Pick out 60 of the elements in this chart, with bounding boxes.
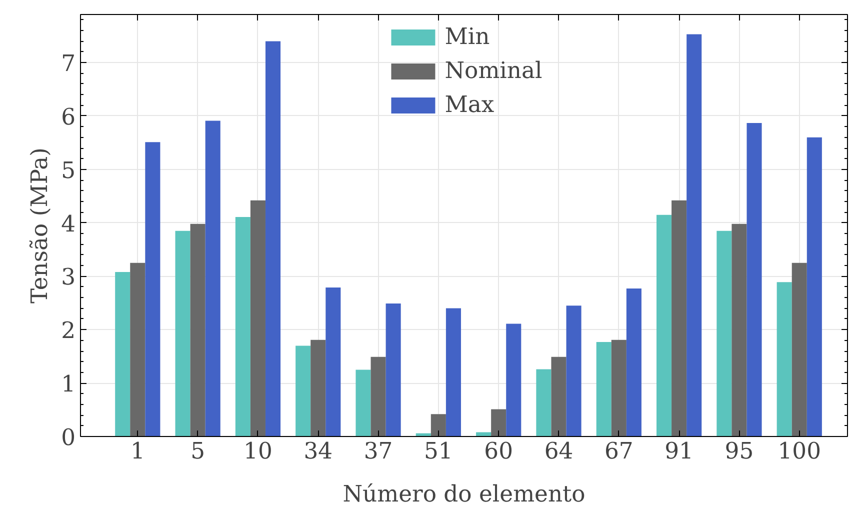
bar: [806, 137, 822, 436]
bar: [566, 306, 582, 436]
bar: [190, 224, 206, 436]
bar: [732, 224, 747, 436]
bar: [175, 230, 190, 436]
x-tick-label: 34: [304, 438, 333, 464]
x-tick-label: 5: [190, 438, 206, 464]
bar: [626, 288, 642, 436]
bar: [506, 324, 522, 436]
x-tick-label: 67: [604, 438, 634, 464]
y-tick-label: 3: [61, 264, 76, 291]
x-axis-title: Número do elemento: [342, 482, 586, 508]
x-tick-label: 10: [244, 438, 272, 464]
bar: [265, 41, 281, 436]
bar: [115, 272, 130, 436]
bar: [686, 34, 702, 436]
bar: [386, 303, 401, 436]
bar: [145, 142, 160, 436]
bar: [130, 262, 146, 436]
x-tick-label: 100: [778, 438, 822, 464]
y-axis-title: Tensão (MPa): [27, 148, 54, 304]
x-tick-label: 95: [724, 438, 754, 464]
bar: [536, 369, 552, 436]
bar: [746, 122, 762, 436]
x-tick-label: 51: [424, 438, 453, 464]
y-tick-label: 2: [61, 318, 76, 344]
legend-label: Max: [444, 92, 494, 118]
x-tick-label: 64: [544, 438, 574, 464]
bar: [792, 262, 807, 436]
y-tick-label: 4: [61, 211, 76, 238]
y-tick-label: 0: [61, 425, 76, 451]
x-tick-label: 1: [130, 438, 145, 464]
bar: [476, 432, 492, 436]
bar: [205, 120, 220, 436]
y-tick-label: 5: [61, 158, 76, 184]
bar: [672, 200, 687, 436]
bar: [596, 342, 612, 436]
bar: [235, 216, 250, 436]
bar: [776, 282, 792, 436]
bar: [446, 308, 461, 436]
bar: [551, 356, 566, 436]
bar: [611, 340, 626, 436]
y-tick-label: 1: [61, 372, 76, 398]
bar: [656, 214, 672, 436]
x-tick-label: 37: [364, 438, 393, 464]
x-tick-label: 60: [484, 438, 514, 464]
bar: [296, 346, 311, 436]
bar: [310, 340, 326, 436]
bar: [430, 414, 446, 436]
y-tick-label: 7: [61, 51, 76, 78]
bar: [491, 409, 506, 436]
bar: [370, 356, 386, 436]
legend-label: Min: [444, 24, 490, 50]
bar: [716, 230, 732, 436]
legend-label: Nominal: [444, 58, 542, 84]
y-tick-label: 6: [61, 104, 76, 130]
x-tick-label: 91: [664, 438, 694, 464]
bar: [356, 370, 371, 436]
bar: [326, 287, 341, 436]
bar: [250, 200, 266, 436]
